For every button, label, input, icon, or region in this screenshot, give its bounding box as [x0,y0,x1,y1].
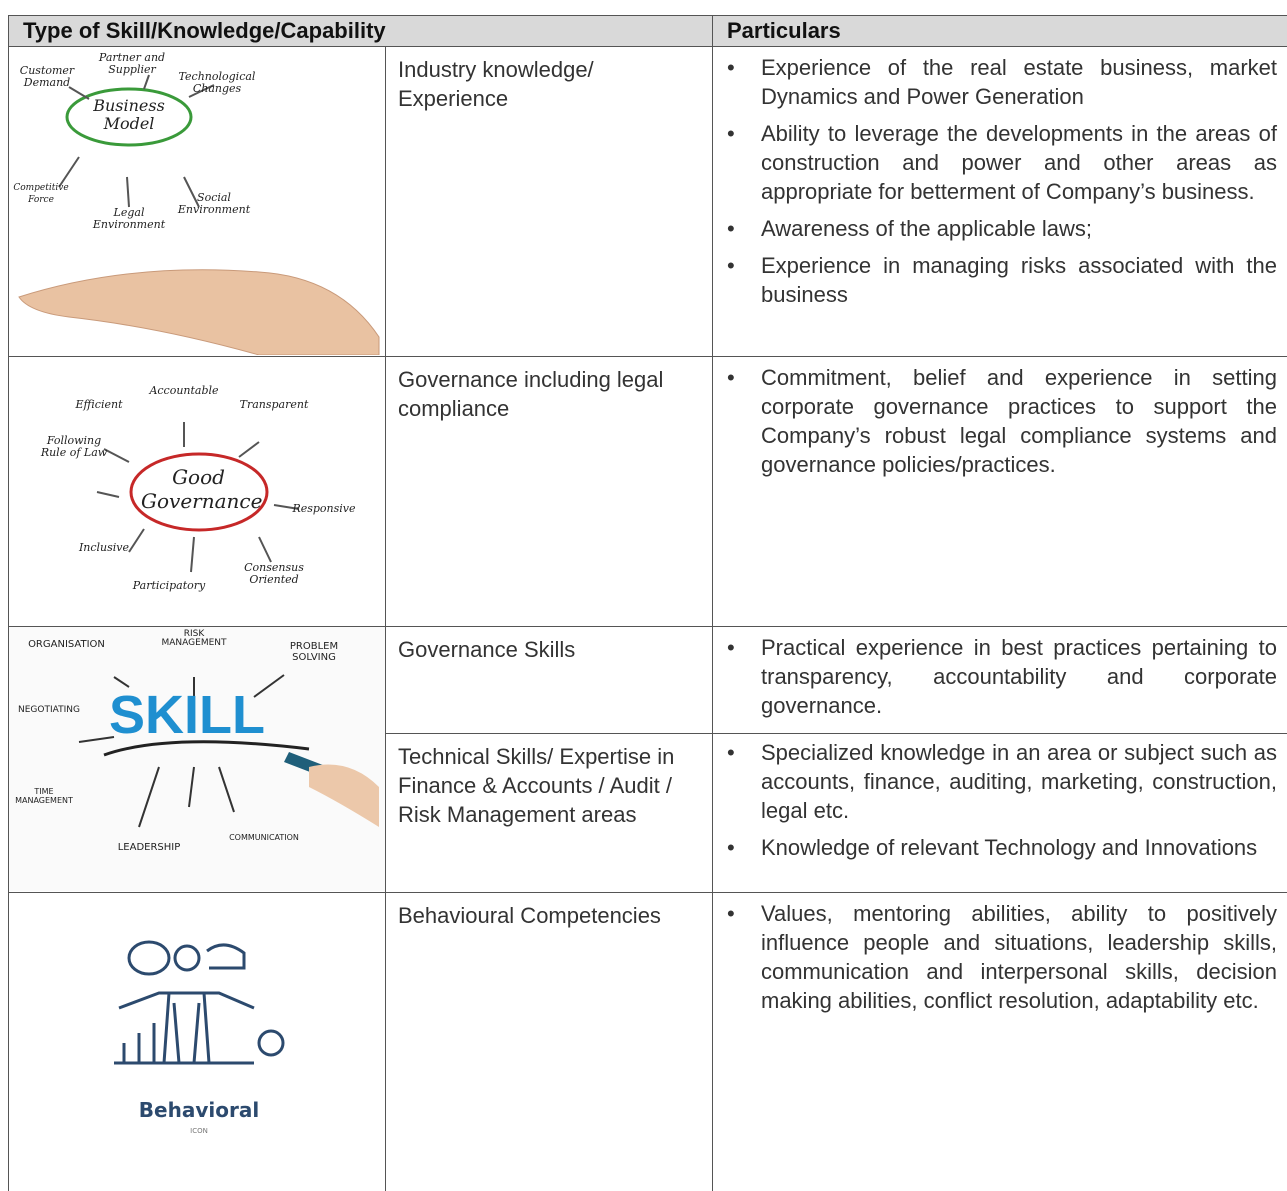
skill-name: Technical Skills/ Expertise in Finance &… [385,733,713,893]
skill-name: Behavioural Competencies [385,892,713,1191]
image-label: Participatory [132,579,206,592]
image-label: NEGOTIATING [18,705,80,715]
image-label: PROBLEM SOLVING [289,641,339,663]
image-cell: ORGANISATION RISK MANAGEMENT PROBLEM SOL… [8,626,386,893]
row: Customer Demand Partner and Supplier Tec… [8,46,1287,357]
image-label: Accountable [149,384,219,397]
image-label: ICON [190,1127,208,1135]
illustration [114,940,285,1065]
image-label: Customer Demand [19,64,75,89]
image-label: COMMUNICATION [229,833,299,842]
particular-item: Values, mentoring abilities, ability to … [713,899,1277,1015]
header-row: Type of Skill/Knowledge/Capability Parti… [8,15,1287,47]
header-cell: Type of Skill/Knowledge/Capability [8,15,713,47]
particular-item: Commitment, belief and experience in set… [713,363,1277,479]
image-label: Business Model [93,96,165,133]
particulars-list: Commitment, belief and experience in set… [713,357,1287,479]
particulars-cell: Practical experience in best practices p… [712,626,1287,734]
image-label: Transparent [239,398,309,411]
row: ORGANISATION RISK MANAGEMENT PROBLEM SOL… [8,626,1287,893]
skills-table: Type of Skill/Knowledge/Capability Parti… [8,15,1287,1191]
image-cell: Accountable Efficient Transparent Follow… [8,356,386,627]
image-label: Legal Environment [92,206,166,231]
particular-item: Ability to leverage the developments in … [713,119,1277,206]
particulars-cell: Specialized knowledge in an area or subj… [712,733,1287,893]
image-label: Following Rule of Law [40,434,108,459]
image-label: Good Governance [141,465,263,513]
particulars-list: Practical experience in best practices p… [713,627,1287,720]
skill-name: Industry knowledge/ Experience [385,46,713,357]
image-label: Technological Changes [178,70,256,95]
image-label: Inclusive [78,541,130,554]
particulars-cell: Values, mentoring abilities, ability to … [712,892,1287,1191]
image-label: Efficient [75,398,123,411]
illustration [18,74,380,355]
particular-item: Experience of the real estate business, … [713,53,1277,111]
image-label: ORGANISATION [28,639,105,650]
image-cell: Customer Demand Partner and Supplier Tec… [8,46,386,357]
particular-item: Specialized knowledge in an area or subj… [713,738,1277,825]
particular-item: Knowledge of relevant Technology and Inn… [713,833,1277,862]
image-label: Responsive [292,502,356,515]
illustration [78,674,379,828]
image-label: LEADERSHIP [117,842,181,853]
image-label: Competitive Force [13,183,69,205]
image-label: Social Environment [177,191,251,216]
particulars-list: Specialized knowledge in an area or subj… [713,734,1287,862]
image-label: SKILL [109,685,265,745]
row: Technical Skills/ Expertise in Finance &… [9,733,1287,893]
particulars-cell: Commitment, belief and experience in set… [712,356,1287,627]
image-cell: Behavioral ICON [8,892,386,1191]
particular-item: Experience in managing risks associated … [713,251,1277,309]
skill-name: Governance including legal compliance [385,356,713,627]
header-cell: Particulars [712,15,1287,47]
row: Behavioral ICON Behavioural Competencies… [8,892,1287,1191]
image-label: Consensus Oriented [244,561,304,586]
particulars-list: Values, mentoring abilities, ability to … [713,893,1287,1015]
particulars-list: Experience of the real estate business, … [713,47,1287,309]
image-label: Partner and Supplier [98,51,166,76]
image-label: TIME MANAGEMENT [15,787,73,805]
row: Accountable Efficient Transparent Follow… [8,356,1287,627]
skill-name: Governance Skills [385,626,713,734]
particular-item: Awareness of the applicable laws; [713,214,1277,243]
particulars-cell: Experience of the real estate business, … [712,46,1287,357]
illustration [96,422,300,573]
particular-item: Practical experience in best practices p… [713,633,1277,720]
image-label: Behavioral [138,1098,260,1122]
image-label: RISK MANAGEMENT [161,629,227,648]
